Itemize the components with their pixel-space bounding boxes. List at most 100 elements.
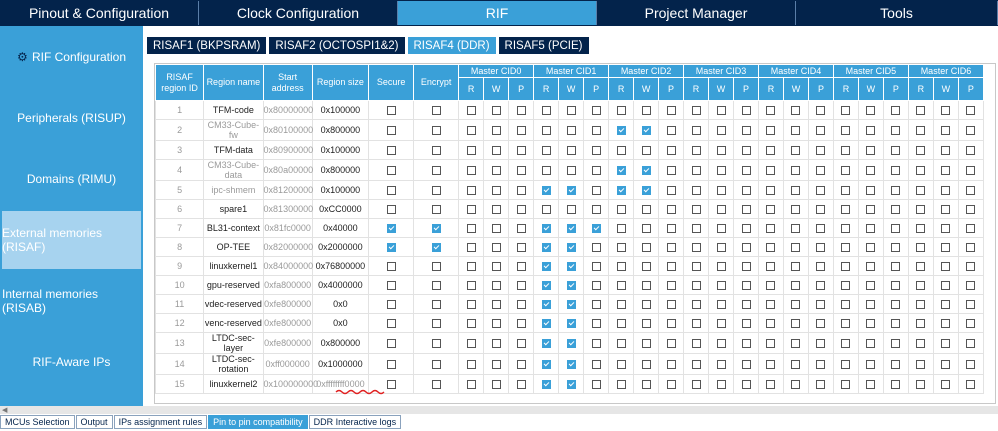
cid3-p-checkbox[interactable]: [741, 380, 751, 390]
encrypt-checkbox[interactable]: [431, 205, 441, 215]
start-address-cell[interactable]: 0x81300000: [262, 199, 313, 219]
cid1-w-checkbox[interactable]: [566, 166, 576, 176]
region-size-cell[interactable]: 0x76800000: [311, 256, 370, 276]
cid6-r-checkbox[interactable]: [916, 281, 926, 291]
region-name-cell[interactable]: spare1: [203, 199, 264, 219]
table-row[interactable]: 15 linuxkernel2 0x100000000 0xffffffff0000: [155, 374, 985, 394]
cid2-r-checkbox[interactable]: [616, 380, 626, 390]
cid6-w-checkbox[interactable]: [941, 126, 951, 136]
cid1-p-checkbox[interactable]: [591, 126, 601, 136]
cid1-p-checkbox[interactable]: [591, 186, 601, 196]
cid2-r-checkbox[interactable]: [616, 205, 626, 215]
cid0-w-checkbox[interactable]: [491, 339, 501, 349]
cid0-p-checkbox[interactable]: [516, 224, 526, 234]
cid4-w-checkbox[interactable]: [791, 360, 801, 370]
cid3-p-checkbox[interactable]: [741, 262, 751, 272]
start-address-cell[interactable]: 0x80a00000: [262, 159, 313, 181]
cid6-r-checkbox[interactable]: [916, 186, 926, 196]
cid2-w-checkbox[interactable]: [641, 106, 651, 116]
cid4-r-checkbox[interactable]: [766, 380, 776, 390]
cid5-w-checkbox[interactable]: [866, 339, 876, 349]
cid0-r-checkbox[interactable]: [466, 146, 476, 156]
secure-checkbox[interactable]: [386, 262, 396, 272]
secure-checkbox[interactable]: [386, 319, 396, 329]
cid2-r-checkbox[interactable]: [616, 224, 626, 234]
secure-checkbox[interactable]: [386, 126, 396, 136]
cid4-w-checkbox[interactable]: [791, 262, 801, 272]
start-address-cell[interactable]: 0x80000000: [262, 100, 313, 120]
cid6-r-checkbox[interactable]: [916, 300, 926, 310]
cid4-p-checkbox[interactable]: [816, 360, 826, 370]
cid0-w-checkbox[interactable]: [491, 243, 501, 253]
cid1-w-checkbox[interactable]: [566, 243, 576, 253]
start-address-cell[interactable]: 0x81fc0000: [262, 218, 313, 238]
cid0-w-checkbox[interactable]: [491, 166, 501, 176]
cid5-p-checkbox[interactable]: [891, 300, 901, 310]
cid4-w-checkbox[interactable]: [791, 186, 801, 196]
cid1-p-checkbox[interactable]: [591, 205, 601, 215]
cid6-p-checkbox[interactable]: [966, 243, 976, 253]
cid3-r-checkbox[interactable]: [691, 339, 701, 349]
cid5-p-checkbox[interactable]: [891, 106, 901, 116]
cid5-p-checkbox[interactable]: [891, 205, 901, 215]
encrypt-checkbox[interactable]: [431, 262, 441, 272]
secure-checkbox[interactable]: [386, 360, 396, 370]
cid2-w-checkbox[interactable]: [641, 205, 651, 215]
secure-checkbox[interactable]: [386, 186, 396, 196]
sidebar-item-internal-memories-risab[interactable]: Internal memories (RISAB): [2, 272, 141, 330]
table-row[interactable]: 10 gpu-reserved 0xfa800000 0x4000000: [155, 275, 985, 295]
cid6-p-checkbox[interactable]: [966, 339, 976, 349]
risaf-table-container[interactable]: RISAF region ID Region name Start address R…: [154, 63, 996, 404]
cid0-r-checkbox[interactable]: [466, 300, 476, 310]
region-name-cell[interactable]: linuxkernel2: [203, 374, 264, 394]
cid2-w-checkbox[interactable]: [641, 300, 651, 310]
cid1-r-checkbox[interactable]: [541, 224, 551, 234]
cid0-p-checkbox[interactable]: [516, 106, 526, 116]
cid4-p-checkbox[interactable]: [816, 339, 826, 349]
cid3-w-checkbox[interactable]: [716, 380, 726, 390]
encrypt-checkbox[interactable]: [431, 224, 441, 234]
cid6-w-checkbox[interactable]: [941, 166, 951, 176]
cid2-p-checkbox[interactable]: [666, 319, 676, 329]
cid3-w-checkbox[interactable]: [716, 319, 726, 329]
cid2-p-checkbox[interactable]: [666, 300, 676, 310]
cid4-w-checkbox[interactable]: [791, 106, 801, 116]
cid2-w-checkbox[interactable]: [641, 262, 651, 272]
start-address-cell[interactable]: 0x84000000: [262, 256, 313, 276]
cid6-p-checkbox[interactable]: [966, 205, 976, 215]
cid6-r-checkbox[interactable]: [916, 224, 926, 234]
cid0-w-checkbox[interactable]: [491, 380, 501, 390]
cid3-p-checkbox[interactable]: [741, 126, 751, 136]
cid2-r-checkbox[interactable]: [616, 243, 626, 253]
cid3-p-checkbox[interactable]: [741, 360, 751, 370]
cid4-w-checkbox[interactable]: [791, 146, 801, 156]
cid6-r-checkbox[interactable]: [916, 339, 926, 349]
cid1-w-checkbox[interactable]: [566, 339, 576, 349]
cid3-w-checkbox[interactable]: [716, 126, 726, 136]
cid5-r-checkbox[interactable]: [841, 300, 851, 310]
cid3-r-checkbox[interactable]: [691, 205, 701, 215]
cid5-r-checkbox[interactable]: [841, 224, 851, 234]
cid2-w-checkbox[interactable]: [641, 380, 651, 390]
cid6-w-checkbox[interactable]: [941, 262, 951, 272]
secure-checkbox[interactable]: [386, 106, 396, 116]
cid2-r-checkbox[interactable]: [616, 319, 626, 329]
tab-project-manager[interactable]: Project Manager: [597, 1, 796, 25]
cid0-p-checkbox[interactable]: [516, 281, 526, 291]
cid3-p-checkbox[interactable]: [741, 281, 751, 291]
subtab-risaf4-ddr[interactable]: RISAF4 (DDR): [407, 37, 496, 54]
region-size-cell[interactable]: 0x100000: [311, 140, 370, 160]
encrypt-checkbox[interactable]: [431, 243, 441, 253]
cid6-w-checkbox[interactable]: [941, 339, 951, 349]
secure-checkbox[interactable]: [386, 380, 396, 390]
cid2-p-checkbox[interactable]: [666, 262, 676, 272]
cid2-r-checkbox[interactable]: [616, 166, 626, 176]
cid3-p-checkbox[interactable]: [741, 186, 751, 196]
start-address-cell[interactable]: 0xfe800000: [262, 313, 313, 333]
cid3-r-checkbox[interactable]: [691, 126, 701, 136]
start-address-cell[interactable]: 0x100000000: [262, 374, 318, 394]
cid2-r-checkbox[interactable]: [616, 339, 626, 349]
cid1-p-checkbox[interactable]: [591, 224, 601, 234]
cid0-r-checkbox[interactable]: [466, 319, 476, 329]
cid3-r-checkbox[interactable]: [691, 281, 701, 291]
